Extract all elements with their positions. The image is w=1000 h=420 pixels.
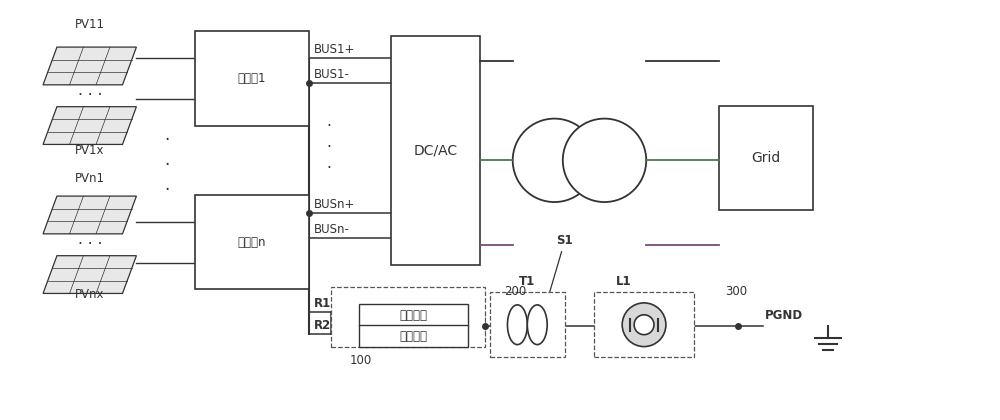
Text: R2: R2	[314, 319, 331, 332]
Ellipse shape	[507, 305, 527, 344]
Text: T1: T1	[519, 276, 535, 289]
Circle shape	[622, 303, 666, 346]
Bar	[719, 106, 813, 210]
Polygon shape	[43, 196, 136, 234]
Text: 100: 100	[350, 354, 372, 367]
Bar	[490, 292, 565, 357]
Text: S1: S1	[556, 234, 573, 247]
Text: 300: 300	[725, 284, 747, 297]
Text: PGND: PGND	[765, 309, 803, 322]
Circle shape	[563, 118, 646, 202]
Text: ·
·
·: · · ·	[165, 131, 170, 200]
Text: PVnx: PVnx	[75, 289, 104, 302]
Bar	[594, 292, 694, 357]
Text: 汇流装1: 汇流装1	[238, 72, 266, 85]
Text: · · ·: · · ·	[78, 88, 102, 103]
Bar	[195, 31, 309, 126]
Polygon shape	[43, 47, 136, 85]
Text: PV1x: PV1x	[75, 144, 104, 157]
Bar	[391, 36, 480, 265]
Text: BUS1-: BUS1-	[314, 68, 350, 81]
Text: BUSn+: BUSn+	[314, 198, 356, 211]
Bar	[195, 195, 309, 289]
Text: ·
·
·: · · ·	[327, 119, 332, 176]
Text: BUS1+: BUS1+	[314, 43, 356, 56]
Bar	[331, 287, 485, 347]
Text: 限流装置: 限流装置	[400, 309, 428, 322]
Text: PV11: PV11	[75, 18, 105, 31]
Polygon shape	[43, 256, 136, 294]
Text: · · ·: · · ·	[78, 237, 102, 252]
Text: 200: 200	[504, 284, 526, 297]
Polygon shape	[43, 107, 136, 144]
Text: Grid: Grid	[751, 151, 780, 165]
Text: L1: L1	[616, 276, 632, 289]
Text: 限流装置: 限流装置	[400, 330, 428, 343]
Text: DC/AC: DC/AC	[413, 143, 457, 158]
Bar	[359, 325, 468, 347]
Ellipse shape	[527, 305, 547, 344]
Text: PVn1: PVn1	[75, 172, 105, 185]
Circle shape	[513, 118, 596, 202]
Circle shape	[634, 315, 654, 335]
Text: 汇流装n: 汇流装n	[238, 236, 266, 249]
Bar	[359, 304, 468, 326]
Text: BUSn-: BUSn-	[314, 223, 350, 236]
Text: R1: R1	[314, 297, 331, 310]
